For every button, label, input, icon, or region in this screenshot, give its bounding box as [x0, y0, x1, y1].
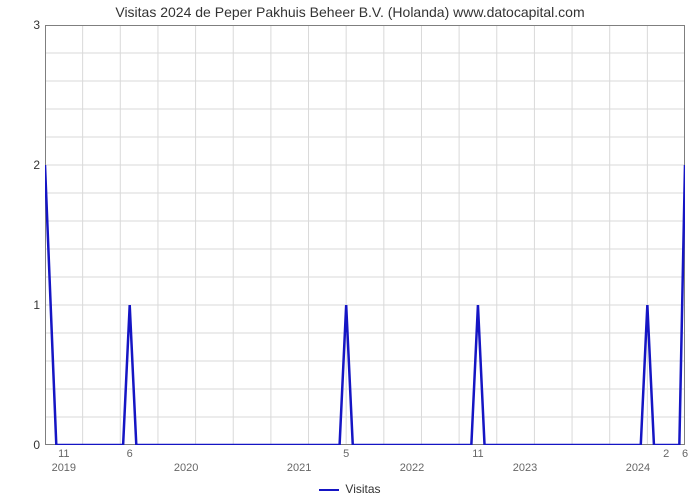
x-tick-label-top: 6 — [682, 448, 688, 460]
x-tick-label-top: 11 — [472, 448, 483, 460]
x-tick-label-bottom: 2020 — [174, 462, 198, 474]
chart-plot — [45, 25, 685, 445]
chart-container: Visitas 2024 de Peper Pakhuis Beheer B.V… — [0, 0, 700, 500]
y-tick-label: 2 — [10, 158, 40, 172]
x-tick-label-top: 5 — [343, 448, 349, 460]
x-tick-label-bottom: 2021 — [287, 462, 311, 474]
x-tick-label-bottom: 2022 — [400, 462, 424, 474]
x-tick-label-top: 2 — [663, 448, 669, 460]
y-tick-label: 1 — [10, 298, 40, 312]
chart-title: Visitas 2024 de Peper Pakhuis Beheer B.V… — [0, 4, 700, 20]
y-tick-label: 0 — [10, 438, 40, 452]
x-tick-label-top: 11 — [58, 448, 69, 460]
x-tick-label-top: 6 — [127, 448, 133, 460]
x-tick-label-bottom: 2024 — [626, 462, 650, 474]
x-tick-label-bottom: 2023 — [513, 462, 537, 474]
legend: Visitas — [0, 482, 700, 496]
x-tick-label-bottom: 2019 — [52, 462, 76, 474]
y-tick-label: 3 — [10, 18, 40, 32]
legend-swatch — [319, 489, 339, 491]
legend-label: Visitas — [345, 482, 380, 496]
